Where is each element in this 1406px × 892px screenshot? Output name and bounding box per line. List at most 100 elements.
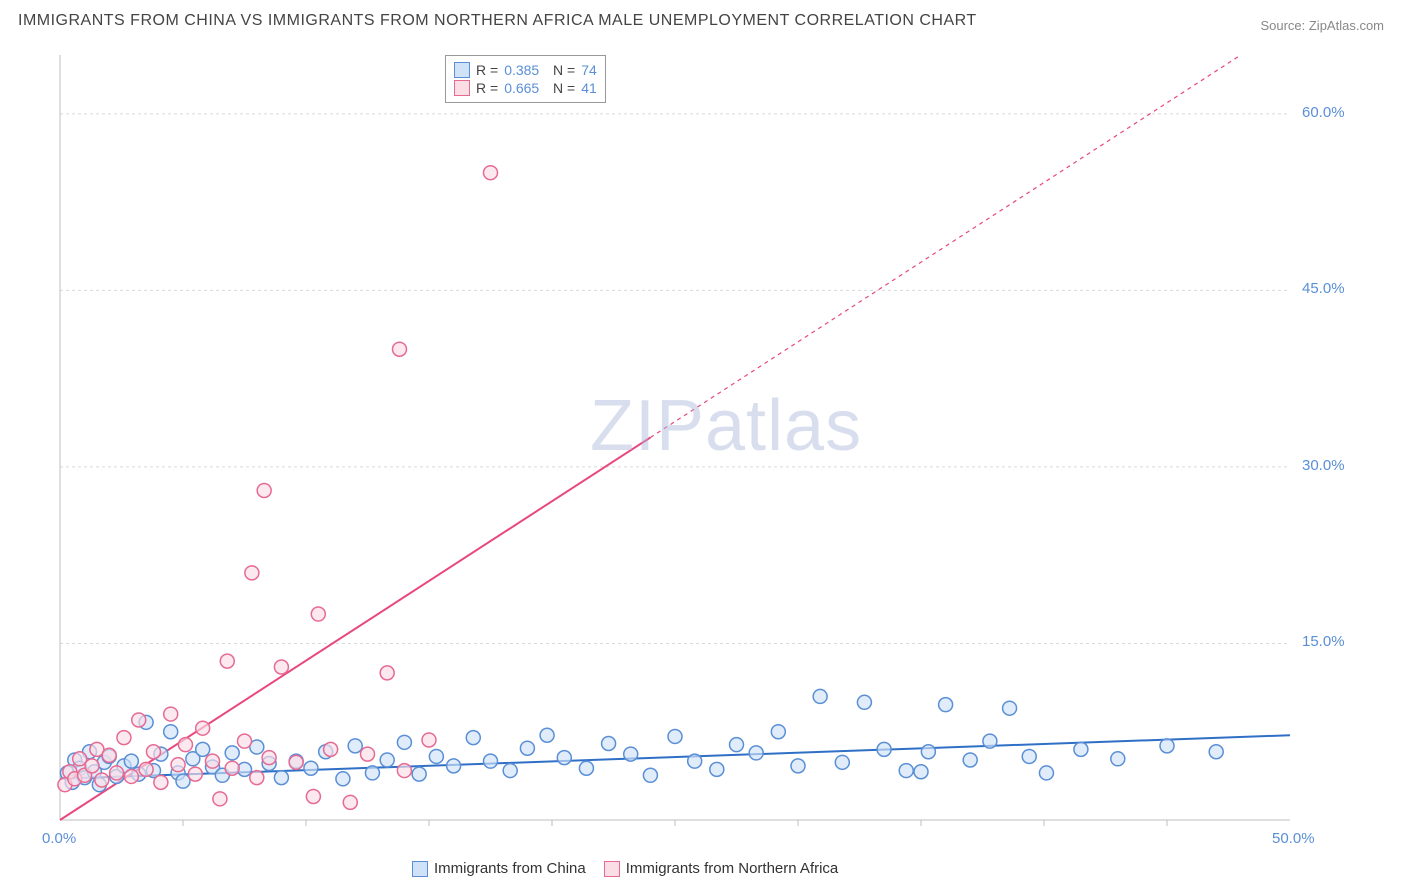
data-point [624,747,638,761]
x-tick-label: 50.0% [1272,830,1315,847]
data-point [348,739,362,753]
series-legend-label: Immigrants from China [434,860,586,877]
data-point [643,768,657,782]
data-point [164,707,178,721]
data-point [164,725,178,739]
data-point [1209,745,1223,759]
corr-n-label: N = [545,62,575,78]
data-point [540,728,554,742]
data-point [520,741,534,755]
data-point [171,758,185,772]
data-point [392,342,406,356]
data-point [306,789,320,803]
y-tick-label: 15.0% [1302,633,1345,650]
data-point [274,771,288,785]
data-point [749,746,763,760]
chart-svg [50,50,1350,850]
correlation-legend: R = 0.385 N = 74 R = 0.665 N = 41 [445,55,606,103]
data-point [1074,742,1088,756]
data-point [238,734,252,748]
data-point [1003,701,1017,715]
data-point [397,764,411,778]
data-point [124,754,138,768]
data-point [132,713,146,727]
series-legend: Immigrants from China Immigrants from Nor… [412,860,838,877]
data-point [146,745,160,759]
data-point [877,742,891,756]
data-point [791,759,805,773]
data-point [579,761,593,775]
data-point [602,737,616,751]
data-point [730,738,744,752]
data-point [466,731,480,745]
data-point [95,773,109,787]
data-point [1160,739,1174,753]
data-point [914,765,928,779]
data-point [835,755,849,769]
data-point [813,689,827,703]
corr-n-label: N = [545,80,575,96]
data-point [196,742,210,756]
legend-swatch [454,62,470,78]
corr-n-value: 74 [581,62,597,78]
series-legend-item: Immigrants from Northern Africa [604,860,839,877]
data-point [196,721,210,735]
data-point [324,742,338,756]
data-point [688,754,702,768]
data-point [85,759,99,773]
data-point [110,766,124,780]
data-point [225,761,239,775]
legend-swatch [454,80,470,96]
data-point [422,733,436,747]
data-point [365,766,379,780]
data-point [245,566,259,580]
data-point [983,734,997,748]
data-point [213,792,227,806]
data-point [124,769,138,783]
legend-swatch [412,861,428,877]
data-point [380,753,394,767]
data-point [225,746,239,760]
data-point [771,725,785,739]
data-point [921,745,935,759]
data-point [178,738,192,752]
corr-legend-row: R = 0.385 N = 74 [454,62,597,78]
data-point [262,751,276,765]
data-point [503,764,517,778]
data-point [220,654,234,668]
data-point [117,731,131,745]
data-point [343,795,357,809]
corr-r-label: R = [476,62,498,78]
data-point [412,767,426,781]
data-point [380,666,394,680]
data-point [447,759,461,773]
data-point [710,762,724,776]
data-point [939,698,953,712]
data-point [274,660,288,674]
y-tick-label: 30.0% [1302,457,1345,474]
data-point [857,695,871,709]
data-point [304,761,318,775]
plot-area [50,50,1350,850]
corr-legend-row: R = 0.665 N = 41 [454,80,597,96]
data-point [154,775,168,789]
source-credit: Source: ZipAtlas.com [1260,18,1384,33]
y-tick-label: 45.0% [1302,280,1345,297]
corr-r-label: R = [476,80,498,96]
corr-r-value: 0.385 [504,62,539,78]
data-point [1022,749,1036,763]
series-legend-item: Immigrants from China [412,860,586,877]
data-point [557,751,571,765]
data-point [484,166,498,180]
corr-r-value: 0.665 [504,80,539,96]
data-point [1039,766,1053,780]
data-point [429,749,443,763]
x-tick-label: 0.0% [42,830,76,847]
data-point [289,755,303,769]
data-point [336,772,350,786]
series-legend-label: Immigrants from Northern Africa [626,860,839,877]
data-point [1111,752,1125,766]
y-tick-label: 60.0% [1302,104,1345,121]
data-point [899,764,913,778]
data-point [250,771,264,785]
